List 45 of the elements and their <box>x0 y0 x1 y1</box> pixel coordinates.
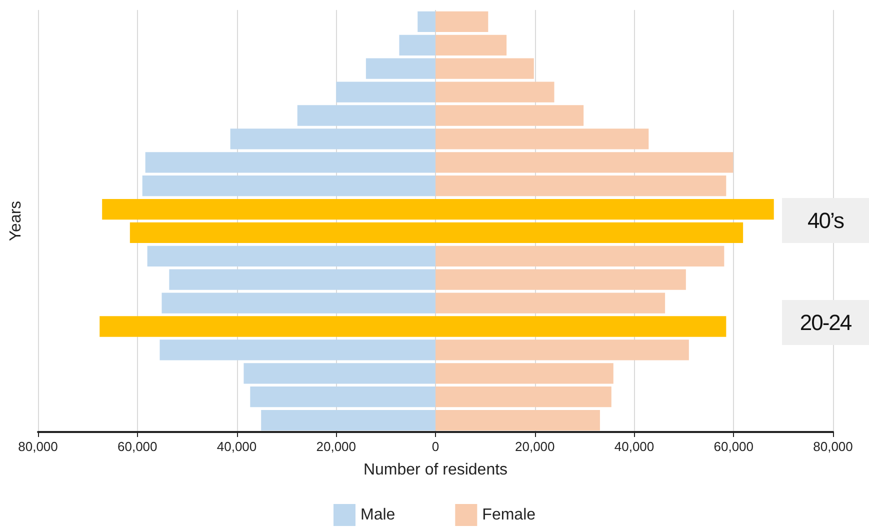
bar <box>418 11 436 32</box>
legend-label: Male <box>360 506 396 524</box>
y-axis-title: Years <box>8 200 24 242</box>
x-tick-label: 40,000 <box>216 439 257 454</box>
bar <box>297 105 436 126</box>
bar <box>230 128 436 150</box>
legend-label: Female <box>482 506 536 524</box>
bar <box>162 292 436 314</box>
bar <box>436 246 724 266</box>
bar <box>169 269 436 290</box>
x-tick-label: 20,000 <box>514 439 555 454</box>
bar <box>160 340 436 360</box>
bar <box>436 269 686 290</box>
x-tick-label: 60,000 <box>714 439 754 454</box>
x-tick-label: 60,000 <box>117 439 158 454</box>
bar <box>436 34 507 56</box>
bar <box>436 128 649 150</box>
bar <box>261 410 436 431</box>
bar <box>145 152 436 173</box>
bar <box>244 363 436 384</box>
bar <box>436 410 600 431</box>
bar <box>436 58 534 79</box>
bar <box>436 152 734 173</box>
bar <box>436 386 612 408</box>
x-tick-label: 80,000 <box>18 439 58 454</box>
x-tick-label: 20,000 <box>316 439 356 454</box>
bar <box>436 105 584 126</box>
bar <box>142 176 436 196</box>
bar <box>436 11 488 32</box>
bar <box>366 58 436 79</box>
x-tick-label: 0 <box>432 439 440 454</box>
bar <box>147 246 436 266</box>
bar <box>436 340 689 360</box>
bar <box>436 82 554 102</box>
bar <box>250 386 436 408</box>
bar <box>399 34 436 56</box>
bar <box>436 176 726 196</box>
annotation: 40’s <box>782 198 869 243</box>
bar <box>436 292 666 314</box>
bar <box>336 82 436 102</box>
x-tick-label: 80,000 <box>813 439 853 454</box>
x-tick-label: 40,000 <box>614 439 654 454</box>
x-axis-title: Number of residents <box>363 462 508 478</box>
annotation: 20-24 <box>782 300 869 345</box>
bar <box>436 363 614 384</box>
